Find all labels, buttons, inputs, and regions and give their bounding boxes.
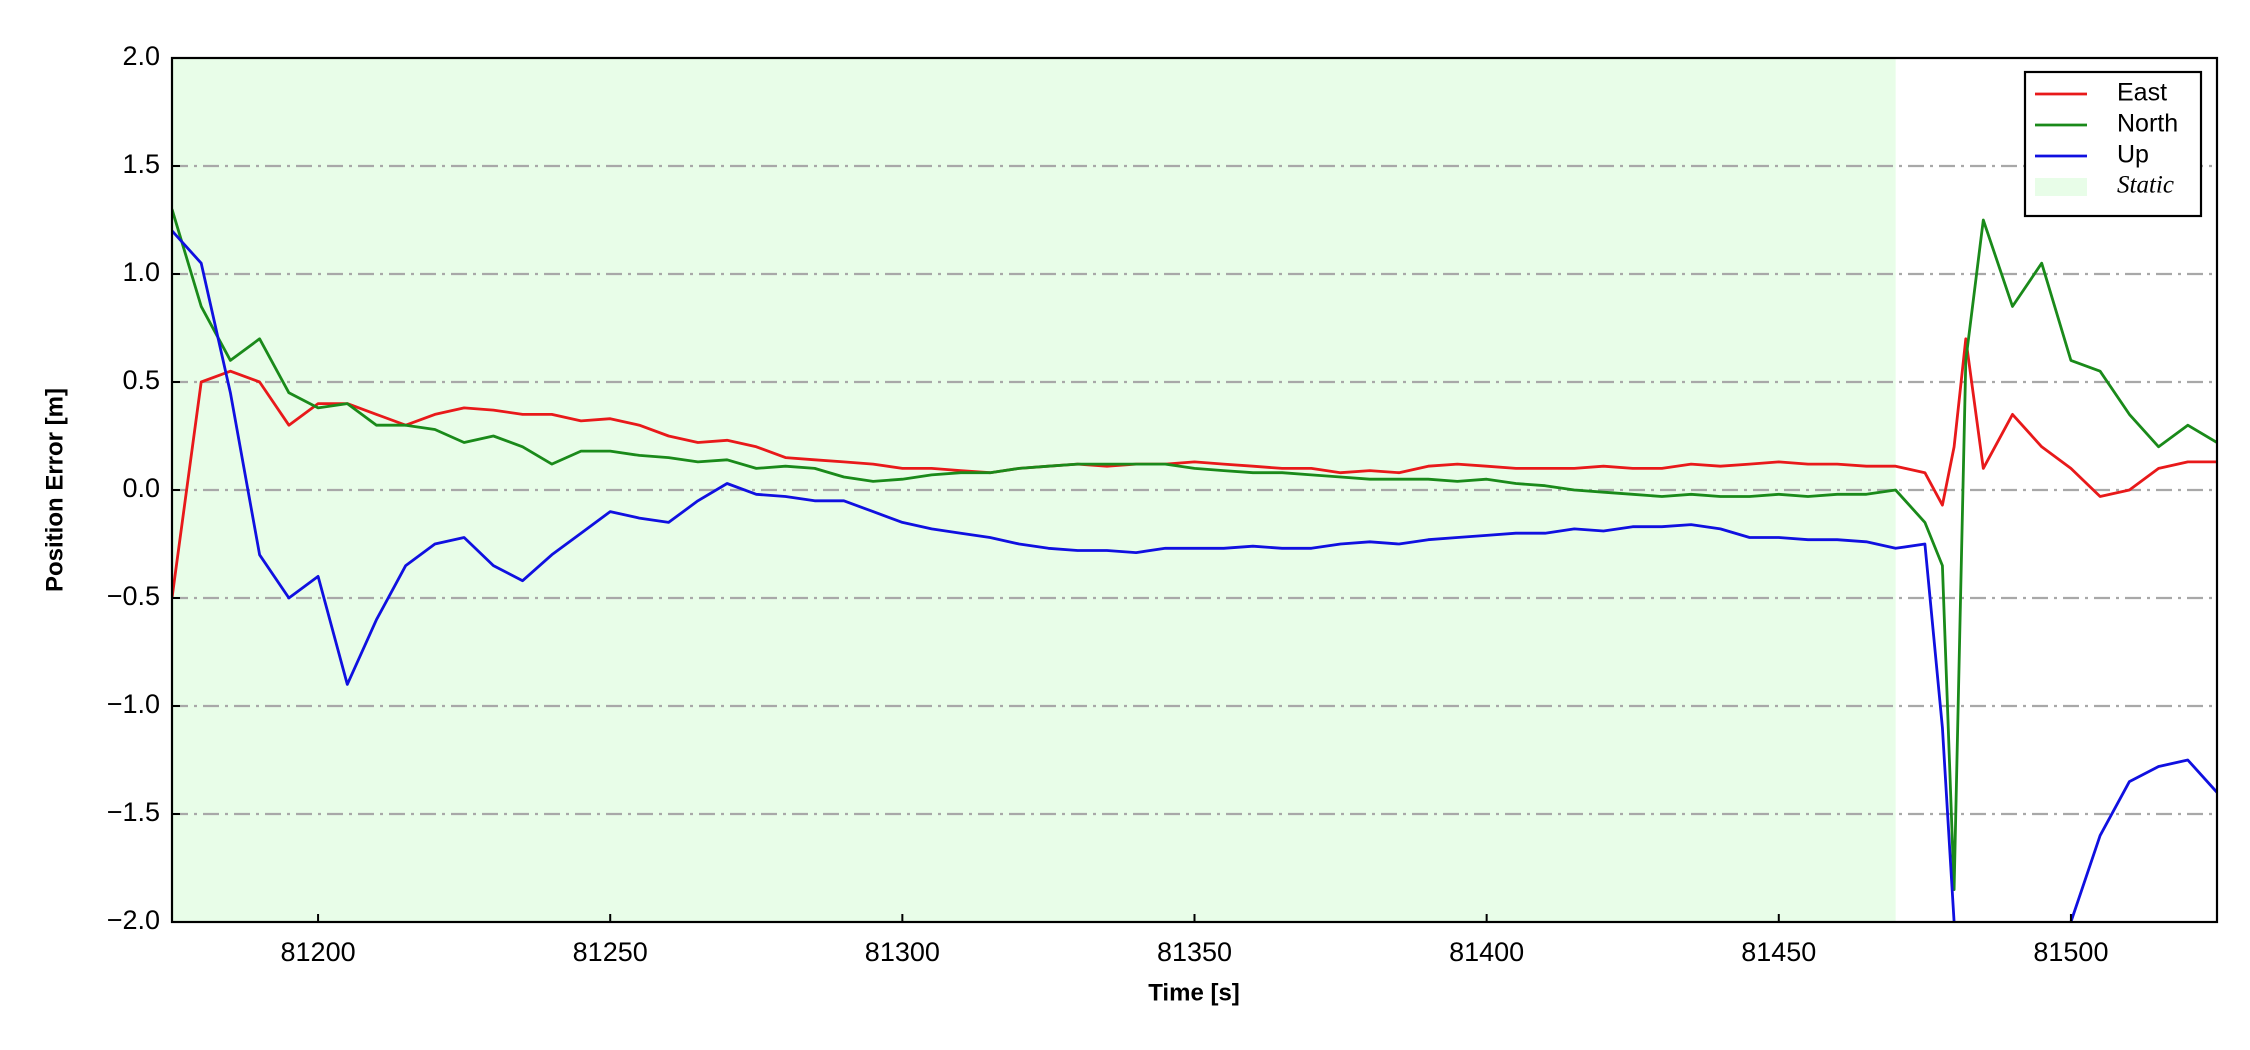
y-tick-label: 1.0: [122, 257, 160, 287]
y-tick-label: −1.5: [107, 797, 160, 827]
x-tick-label: 81400: [1449, 937, 1524, 967]
legend: East North Up Static: [2023, 70, 2203, 218]
plot-frame: [170, 56, 2219, 924]
y-tick-label: 0.5: [122, 365, 160, 395]
legend-swatch: [2035, 178, 2087, 196]
legend-label: East: [2117, 79, 2167, 107]
y-tick-label: −2.0: [107, 905, 160, 935]
series-line: [172, 337, 2217, 599]
x-tick-label: 81300: [865, 937, 940, 967]
y-tick-label: 2.0: [122, 41, 160, 71]
x-tick-label: 81250: [573, 937, 648, 967]
legend-label: Static: [2117, 172, 2174, 199]
series-line: [172, 208, 2217, 891]
x-tick-label: 81200: [281, 937, 356, 967]
legend-label: North: [2117, 110, 2178, 138]
x-tick-label: 81450: [1741, 937, 1816, 967]
y-tick-label: −1.0: [107, 689, 160, 719]
y-tick-label: −0.5: [107, 581, 160, 611]
y-tick-label: 1.5: [122, 149, 160, 179]
y-axis-label: Position Error [m]: [41, 388, 68, 592]
x-tick-label: 81500: [2033, 937, 2108, 967]
x-axis-label: Time [s]: [1148, 979, 1240, 1006]
x-tick-label: 81350: [1157, 937, 1232, 967]
y-tick-label: 0.0: [122, 473, 160, 503]
legend-label: Up: [2117, 141, 2149, 169]
series-line: [172, 229, 2217, 922]
